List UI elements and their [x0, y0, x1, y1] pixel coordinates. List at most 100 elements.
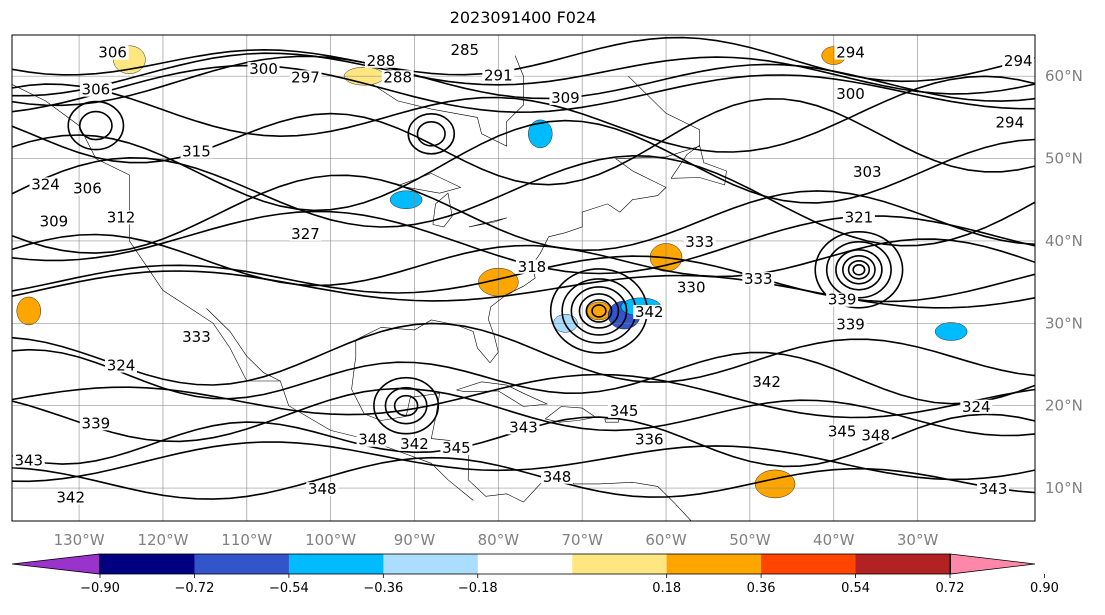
shaded-anomaly-patch: [389, 190, 423, 209]
colorbar-segment: [666, 554, 762, 574]
contour-label-mask: [289, 226, 322, 241]
contour-label-mask: [482, 68, 515, 83]
contour-label-mask: [683, 235, 716, 250]
closed-contour: [416, 121, 446, 147]
latitude-tick-label: 60°N: [1045, 67, 1083, 85]
contour-label: 339: [836, 315, 865, 333]
contour-label: 333: [685, 233, 714, 251]
colorbar-segment: [477, 554, 573, 574]
contour-label-mask: [105, 358, 138, 373]
closed-contour: [67, 100, 125, 151]
latitude-tick-label: 50°N: [1045, 150, 1083, 168]
contour-label: 342: [635, 303, 664, 321]
contour-label: 309: [40, 212, 69, 230]
longitude-tick-label: 60°W: [645, 531, 687, 549]
plot-background: [12, 35, 1035, 521]
contour-label-mask: [742, 272, 775, 287]
contour-label: 321: [845, 208, 874, 226]
contour-line: [12, 55, 1035, 107]
contour-label-mask: [448, 43, 481, 58]
closed-contour: [585, 299, 613, 323]
longitude-tick-labels: 130°W 120°W 110°W 100°W 90°W 80°W 70°W 60°W 50°W…: [54, 531, 939, 549]
contour-label: 343: [14, 451, 43, 469]
contour-label: 342: [400, 435, 429, 453]
colorbar-segment: [100, 554, 195, 574]
longitude-tick-label: 130°W: [54, 531, 105, 549]
contour-label-mask: [79, 82, 112, 97]
contour-label: 345: [828, 423, 857, 441]
contour-label: 294: [1004, 52, 1033, 70]
contour-label-mask: [54, 490, 87, 505]
contour-label: 318: [518, 258, 547, 276]
coastline-path: [12, 84, 474, 501]
contour-label-mask: [180, 144, 213, 159]
colorbar-extend-max: [950, 553, 1036, 575]
colorbar-tick-label: 0.36: [747, 581, 776, 596]
contour-label: 348: [358, 431, 387, 449]
contour-label-mask: [79, 416, 112, 431]
colorbar-segment: [855, 554, 951, 574]
contour-label: 348: [861, 427, 890, 445]
closed-contour: [814, 230, 904, 309]
contour-line: [12, 154, 1035, 247]
closed-contour: [842, 254, 876, 285]
contour-label: 294: [836, 44, 865, 62]
contour-line: [12, 64, 1035, 114]
closed-contour: [384, 386, 428, 425]
contour-label: 339: [82, 414, 111, 432]
contour-label: 285: [450, 41, 479, 59]
contour-label-mask: [37, 214, 70, 229]
shaded-anomaly-patch: [16, 296, 41, 326]
contour-line: [12, 322, 1035, 386]
contour-label-mask: [826, 292, 859, 307]
contour-label: 342: [752, 373, 781, 391]
contour-label-mask: [541, 469, 574, 484]
contour-label-mask: [826, 424, 859, 439]
contour-label-mask: [993, 115, 1026, 130]
closed-contour: [847, 259, 871, 280]
colorbar-extend-min: [11, 553, 100, 575]
contour-label-mask: [842, 210, 875, 225]
contour-label-mask: [180, 329, 213, 344]
latitude-tick-label: 30°N: [1045, 314, 1083, 332]
closed-contour: [852, 263, 866, 276]
contour-label: 309: [551, 89, 580, 107]
contour-label: 348: [308, 480, 337, 498]
closed-contour: [825, 240, 892, 299]
longitude-tick-label: 70°W: [561, 531, 603, 549]
coastline-path: [670, 144, 727, 186]
coastline-path: [372, 55, 524, 147]
colorbar-tick-label: −0.90: [80, 581, 120, 596]
colorbar-tick-label: −0.72: [175, 581, 215, 596]
contour-label: 315: [182, 142, 211, 160]
colorbar-tick-label: −0.18: [458, 581, 498, 596]
latitude-tick-label: 20°N: [1045, 397, 1083, 415]
closed-contour: [78, 110, 113, 141]
contour-label-mask: [398, 436, 431, 451]
closed-contour: [570, 286, 628, 336]
closed-contour: [373, 376, 440, 435]
closed-contour: [835, 248, 883, 291]
contour-label-mask: [29, 177, 62, 192]
contour-line: [12, 348, 1035, 405]
colorbar-segment: [288, 554, 384, 574]
contour-label-mask: [633, 305, 666, 320]
coastline-path: [432, 192, 453, 228]
contour-label: 348: [543, 468, 572, 486]
contour-label-mask: [750, 375, 783, 390]
colorbar-tick-label: −0.36: [363, 581, 403, 596]
longitude-tick-label: 100°W: [305, 531, 356, 549]
contour-label-mask: [515, 259, 548, 274]
longitude-tick-label: 40°W: [813, 531, 855, 549]
contour-label: 336: [635, 431, 664, 449]
contour-line: [12, 456, 1035, 500]
contour-label: 300: [836, 85, 865, 103]
shaded-anomaly-patch: [934, 322, 968, 341]
contour-label-mask: [105, 210, 138, 225]
contour-label-mask: [608, 403, 641, 418]
colorbar-frame: [99, 553, 951, 575]
contour-label-mask: [834, 86, 867, 101]
contour-line: [12, 387, 1035, 443]
contour-label: 306: [73, 180, 102, 198]
